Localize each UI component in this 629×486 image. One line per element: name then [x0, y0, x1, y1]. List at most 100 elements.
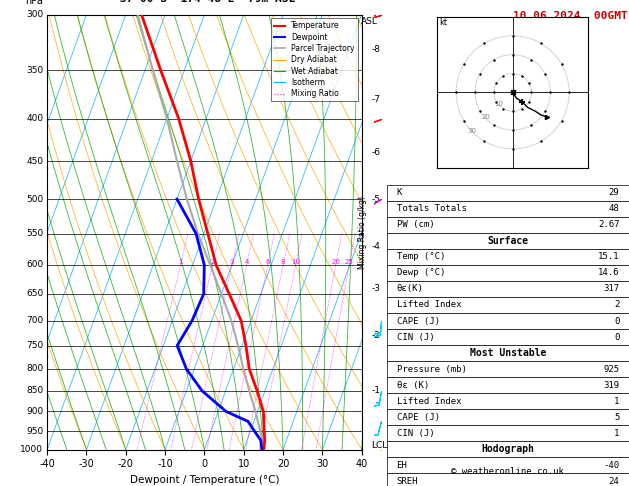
Text: 350: 350: [26, 66, 43, 75]
Text: 0: 0: [614, 332, 620, 342]
X-axis label: Dewpoint / Temperature (°C): Dewpoint / Temperature (°C): [130, 475, 279, 485]
Text: SREH: SREH: [396, 477, 418, 486]
Text: 850: 850: [26, 386, 43, 395]
Text: 25: 25: [345, 259, 353, 265]
Bar: [387, 425, 629, 441]
Text: 750: 750: [26, 341, 43, 350]
Text: -5: -5: [371, 194, 380, 204]
Bar: [387, 329, 629, 345]
Text: 2: 2: [210, 259, 214, 265]
Text: 10: 10: [291, 259, 300, 265]
Text: 1: 1: [614, 397, 620, 406]
Text: 20: 20: [331, 259, 340, 265]
Text: 10: 10: [494, 101, 504, 107]
Text: 48: 48: [609, 204, 620, 213]
Bar: [387, 361, 629, 377]
Text: 0: 0: [614, 316, 620, 326]
Text: -2: -2: [371, 331, 380, 340]
Text: -8: -8: [371, 45, 380, 53]
Text: 319: 319: [603, 381, 620, 390]
Bar: [387, 345, 629, 361]
Text: 450: 450: [26, 156, 43, 166]
Text: CIN (J): CIN (J): [396, 429, 434, 438]
Bar: [387, 297, 629, 313]
Text: Most Unstable: Most Unstable: [470, 348, 546, 358]
Bar: [387, 441, 629, 457]
Text: 950: 950: [26, 427, 43, 435]
Bar: [387, 281, 629, 297]
Legend: Temperature, Dewpoint, Parcel Trajectory, Dry Adiabat, Wet Adiabat, Isotherm, Mi: Temperature, Dewpoint, Parcel Trajectory…: [270, 18, 358, 101]
Text: hPa: hPa: [25, 0, 43, 6]
Text: θε (K): θε (K): [396, 381, 429, 390]
Bar: [387, 409, 629, 425]
Text: 20: 20: [481, 115, 490, 121]
Text: 8: 8: [281, 259, 286, 265]
Bar: [387, 313, 629, 329]
Text: 6: 6: [265, 259, 270, 265]
Text: EH: EH: [396, 461, 407, 470]
Text: 900: 900: [26, 407, 43, 416]
Text: LCL: LCL: [371, 441, 387, 451]
Text: 800: 800: [26, 364, 43, 373]
Text: ASL: ASL: [361, 17, 378, 26]
Text: 600: 600: [26, 260, 43, 270]
Text: 500: 500: [26, 194, 43, 204]
Bar: [387, 233, 629, 249]
Text: © weatheronline.co.uk: © weatheronline.co.uk: [452, 467, 564, 476]
Bar: [387, 185, 629, 201]
Text: 550: 550: [26, 229, 43, 238]
Text: Surface: Surface: [487, 236, 528, 246]
Bar: [387, 249, 629, 265]
Text: -4: -4: [371, 242, 380, 251]
Text: Hodograph: Hodograph: [481, 444, 535, 454]
Text: Lifted Index: Lifted Index: [396, 300, 461, 310]
Bar: [387, 457, 629, 473]
Text: km: km: [362, 0, 377, 1]
Text: CAPE (J): CAPE (J): [396, 413, 440, 422]
Text: Mixing Ratio (g/kg): Mixing Ratio (g/kg): [358, 195, 367, 269]
Text: 24: 24: [609, 477, 620, 486]
Text: Temp (°C): Temp (°C): [396, 252, 445, 261]
Text: 2.67: 2.67: [598, 220, 620, 229]
Text: 2: 2: [614, 300, 620, 310]
Text: θε(K): θε(K): [396, 284, 423, 294]
Text: 1000: 1000: [20, 445, 43, 454]
Bar: [387, 393, 629, 409]
Text: Lifted Index: Lifted Index: [396, 397, 461, 406]
Text: Dewp (°C): Dewp (°C): [396, 268, 445, 278]
Text: K: K: [396, 188, 402, 197]
Text: Totals Totals: Totals Totals: [396, 204, 466, 213]
Text: 15.1: 15.1: [598, 252, 620, 261]
Text: -3: -3: [371, 284, 380, 293]
Text: 30: 30: [467, 128, 476, 134]
Bar: [387, 201, 629, 217]
Text: CAPE (J): CAPE (J): [396, 316, 440, 326]
Text: 1: 1: [614, 429, 620, 438]
Bar: [387, 377, 629, 393]
Text: 3: 3: [230, 259, 234, 265]
Bar: [387, 265, 629, 281]
Text: -37°00'S  174°48'E  79m ASL: -37°00'S 174°48'E 79m ASL: [113, 0, 296, 4]
Text: 300: 300: [26, 10, 43, 19]
Text: -6: -6: [371, 148, 380, 157]
Text: 1: 1: [178, 259, 183, 265]
Text: 400: 400: [26, 114, 43, 123]
Text: 10.06.2024  00GMT (Base: 00): 10.06.2024 00GMT (Base: 00): [513, 11, 629, 21]
Text: -40: -40: [603, 461, 620, 470]
Text: CIN (J): CIN (J): [396, 332, 434, 342]
Bar: [387, 217, 629, 233]
Text: 700: 700: [26, 316, 43, 325]
Text: PW (cm): PW (cm): [396, 220, 434, 229]
Text: 925: 925: [603, 364, 620, 374]
Text: 29: 29: [609, 188, 620, 197]
Text: 14.6: 14.6: [598, 268, 620, 278]
Text: Pressure (mb): Pressure (mb): [396, 364, 466, 374]
Text: 4: 4: [244, 259, 248, 265]
Text: kt: kt: [439, 17, 447, 27]
Text: 5: 5: [614, 413, 620, 422]
Bar: [387, 473, 629, 486]
Text: 317: 317: [603, 284, 620, 294]
Text: 650: 650: [26, 290, 43, 298]
Text: -7: -7: [371, 95, 380, 104]
Text: -1: -1: [371, 386, 380, 395]
